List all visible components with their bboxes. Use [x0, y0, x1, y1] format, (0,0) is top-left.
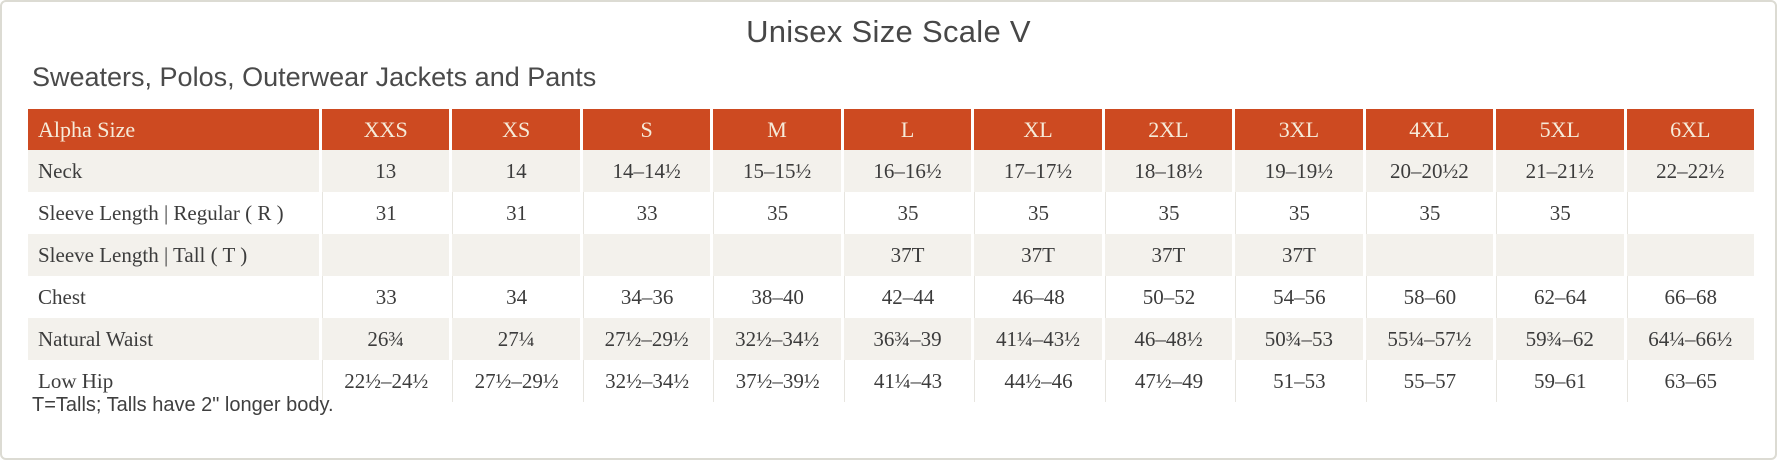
- row-label: Natural Waist: [28, 318, 319, 360]
- size-cell: 55¼–57½: [1365, 318, 1494, 360]
- size-cell: 14: [452, 150, 580, 192]
- size-cell: 20–20½2: [1365, 150, 1494, 192]
- column-header: M: [713, 109, 841, 150]
- table-row: Natural Waist 26¾ 27¼ 27½–29½ 32½–34½ 36¾–39 4…: [28, 318, 1754, 360]
- size-cell: 27½–29½: [452, 360, 580, 402]
- size-cell: 31: [452, 192, 580, 234]
- size-cell: [322, 234, 450, 276]
- size-cell: 41¼–43½: [974, 318, 1102, 360]
- size-cell: [1626, 234, 1754, 276]
- size-cell: 16–16½: [843, 150, 972, 192]
- column-header: XXS: [322, 109, 450, 150]
- size-cell: 35: [974, 192, 1102, 234]
- row-label: Sleeve Length | Regular ( R ): [28, 192, 319, 234]
- table-row: Neck 13 14 14–14½ 15–15½ 16–16½ 17–17½ 18–18½ 19…: [28, 150, 1754, 192]
- size-cell: 14–14½: [582, 150, 711, 192]
- size-cell: 47½–49: [1104, 360, 1233, 402]
- column-header: 6XL: [1626, 109, 1754, 150]
- size-cell: 54–56: [1235, 276, 1363, 318]
- column-header: Alpha Size: [28, 109, 319, 150]
- size-cell: 27¼: [452, 318, 580, 360]
- table-row: Low Hip 22½–24½ 27½–29½ 32½–34½ 37½–39½ 41¼–4…: [28, 360, 1754, 402]
- size-cell: [713, 234, 841, 276]
- column-header: 2XL: [1104, 109, 1233, 150]
- size-cell: 66–68: [1626, 276, 1754, 318]
- header-row: Alpha Size XXS XS S M L XL 2XL 3XL 4XL 5XL 6XL: [28, 109, 1754, 150]
- row-label: Chest: [28, 276, 319, 318]
- size-cell: [1496, 234, 1624, 276]
- column-header: 5XL: [1496, 109, 1624, 150]
- table-row: Chest 33 34 34–36 38–40 42–44 46–48 50–52 54–56 5…: [28, 276, 1754, 318]
- size-cell: 50–52: [1104, 276, 1233, 318]
- column-header: 3XL: [1235, 109, 1363, 150]
- size-cell: 35: [1365, 192, 1494, 234]
- size-cell: 46–48½: [1104, 318, 1233, 360]
- size-cell: 58–60: [1365, 276, 1494, 318]
- size-cell: 33: [322, 276, 450, 318]
- size-cell: [582, 234, 711, 276]
- size-cell: 63–65: [1626, 360, 1754, 402]
- size-cell: 22–22½: [1626, 150, 1754, 192]
- size-cell: 13: [322, 150, 450, 192]
- column-header: XS: [452, 109, 580, 150]
- size-cell: [1626, 192, 1754, 234]
- size-cell: 18–18½: [1104, 150, 1233, 192]
- row-label: Low Hip: [28, 360, 319, 402]
- size-cell: 22½–24½: [322, 360, 450, 402]
- size-cell: 32½–34½: [582, 360, 711, 402]
- table-body: Neck 13 14 14–14½ 15–15½ 16–16½ 17–17½ 18–18½ 19…: [28, 150, 1754, 402]
- table-row: Sleeve Length | Regular ( R ) 31 31 33 35 35 3…: [28, 192, 1754, 234]
- column-header: 4XL: [1365, 109, 1494, 150]
- size-table: Alpha Size XXS XS S M L XL 2XL 3XL 4XL 5XL 6XL Neck…: [25, 109, 1757, 402]
- size-cell: 15–15½: [713, 150, 841, 192]
- section-subtitle: Sweaters, Polos, Outerwear Jackets and P…: [32, 62, 597, 92]
- size-cell: 38–40: [713, 276, 841, 318]
- size-cell: 37T: [1235, 234, 1363, 276]
- size-cell: 59–61: [1496, 360, 1624, 402]
- size-cell: 35: [1104, 192, 1233, 234]
- column-header: S: [582, 109, 711, 150]
- size-cell: 36¾–39: [843, 318, 972, 360]
- size-cell: 21–21½: [1496, 150, 1624, 192]
- size-cell: 33: [582, 192, 711, 234]
- size-cell: 37½–39½: [713, 360, 841, 402]
- size-cell: 27½–29½: [582, 318, 711, 360]
- size-cell: 35: [713, 192, 841, 234]
- size-cell: 34: [452, 276, 580, 318]
- size-cell: 46–48: [974, 276, 1102, 318]
- size-cell: 32½–34½: [713, 318, 841, 360]
- footnote: T=Talls; Talls have 2" longer body.: [32, 394, 334, 416]
- size-cell: 35: [1235, 192, 1363, 234]
- size-cell: 17–17½: [974, 150, 1102, 192]
- size-cell: [1365, 234, 1494, 276]
- size-cell: 19–19½: [1235, 150, 1363, 192]
- size-cell: [452, 234, 580, 276]
- size-cell: 55–57: [1365, 360, 1494, 402]
- page-title: Unisex Size Scale V: [746, 14, 1031, 49]
- size-cell: 62–64: [1496, 276, 1624, 318]
- size-cell: 31: [322, 192, 450, 234]
- size-cell: 44½–46: [974, 360, 1102, 402]
- table-header: Alpha Size XXS XS S M L XL 2XL 3XL 4XL 5XL 6XL: [28, 109, 1754, 150]
- size-cell: 51–53: [1235, 360, 1363, 402]
- row-label: Sleeve Length | Tall ( T ): [28, 234, 319, 276]
- column-header: L: [843, 109, 972, 150]
- size-cell: 35: [843, 192, 972, 234]
- size-cell: 42–44: [843, 276, 972, 318]
- size-cell: 26¾: [322, 318, 450, 360]
- size-cell: 41¼–43: [843, 360, 972, 402]
- table-row: Sleeve Length | Tall ( T ) 37T 37T 37T 37T: [28, 234, 1754, 276]
- row-label: Neck: [28, 150, 319, 192]
- size-cell: 37T: [843, 234, 972, 276]
- size-cell: 34–36: [582, 276, 711, 318]
- size-cell: 37T: [1104, 234, 1233, 276]
- column-header: XL: [974, 109, 1102, 150]
- size-cell: 59¾–62: [1496, 318, 1624, 360]
- size-cell: 50¾–53: [1235, 318, 1363, 360]
- size-cell: 35: [1496, 192, 1624, 234]
- size-cell: 64¼–66½: [1626, 318, 1754, 360]
- size-cell: 37T: [974, 234, 1102, 276]
